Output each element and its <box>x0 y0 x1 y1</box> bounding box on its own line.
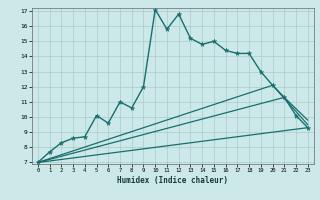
X-axis label: Humidex (Indice chaleur): Humidex (Indice chaleur) <box>117 176 228 185</box>
